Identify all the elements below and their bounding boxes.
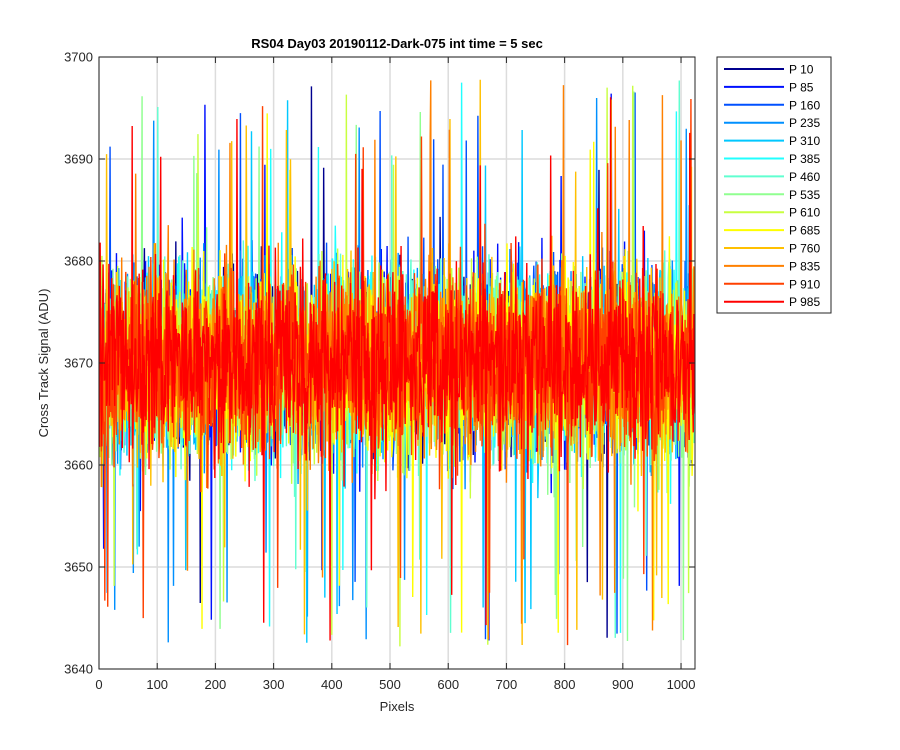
legend-label: P 160 <box>789 98 820 112</box>
x-tick-label: 400 <box>321 677 343 692</box>
x-tick-label: 100 <box>146 677 168 692</box>
x-axis: 0 100 200 300 400 500 600 700 800 900 1000 <box>95 57 695 692</box>
x-tick-label: 500 <box>379 677 401 692</box>
x-tick-label: 1000 <box>667 677 696 692</box>
x-tick-label: 200 <box>205 677 227 692</box>
legend-label: P 460 <box>789 170 820 184</box>
legend: P 10 P 85 P 160 P 235 P 310 P 385 P 460 P 535 P … <box>716 56 832 314</box>
legend-label: P 760 <box>789 242 820 256</box>
y-tick-label: 3690 <box>64 152 93 167</box>
x-tick-label: 0 <box>95 677 102 692</box>
x-axis-title: Pixels <box>380 699 415 714</box>
plot-area <box>99 79 695 647</box>
legend-box <box>716 56 832 314</box>
y-tick-label: 3650 <box>64 560 93 575</box>
series-lines <box>99 79 695 647</box>
x-tick-label: 300 <box>263 677 285 692</box>
y-axis-title: Cross Track Signal (ADU) <box>36 289 51 438</box>
legend-label: P 535 <box>789 188 820 202</box>
x-tick-label: 600 <box>437 677 459 692</box>
legend-label: P 985 <box>789 295 820 309</box>
y-tick-label: 3670 <box>64 356 93 371</box>
y-tick-label: 3680 <box>64 254 93 269</box>
legend-label: P 385 <box>789 152 820 166</box>
legend-label: P 10 <box>789 63 814 77</box>
y-tick-label: 3700 <box>64 50 93 65</box>
y-tick-label: 3660 <box>64 458 93 473</box>
x-tick-label: 800 <box>554 677 576 692</box>
x-tick-label: 900 <box>612 677 634 692</box>
chart-title: RS04 Day03 20190112-Dark-075 int time = … <box>251 36 543 51</box>
legend-label: P 310 <box>789 134 820 148</box>
legend-label: P 610 <box>789 206 820 220</box>
legend-label: P 835 <box>789 259 820 273</box>
legend-label: P 85 <box>789 80 814 94</box>
legend-label: P 235 <box>789 116 820 130</box>
y-axis: 3640 3650 3660 3670 3680 3690 3700 <box>64 50 695 677</box>
series-line-p-985 <box>99 97 695 641</box>
y-tick-label: 3640 <box>64 662 93 677</box>
legend-label: P 910 <box>789 277 820 291</box>
x-tick-label: 700 <box>496 677 518 692</box>
legend-label: P 685 <box>789 224 820 238</box>
